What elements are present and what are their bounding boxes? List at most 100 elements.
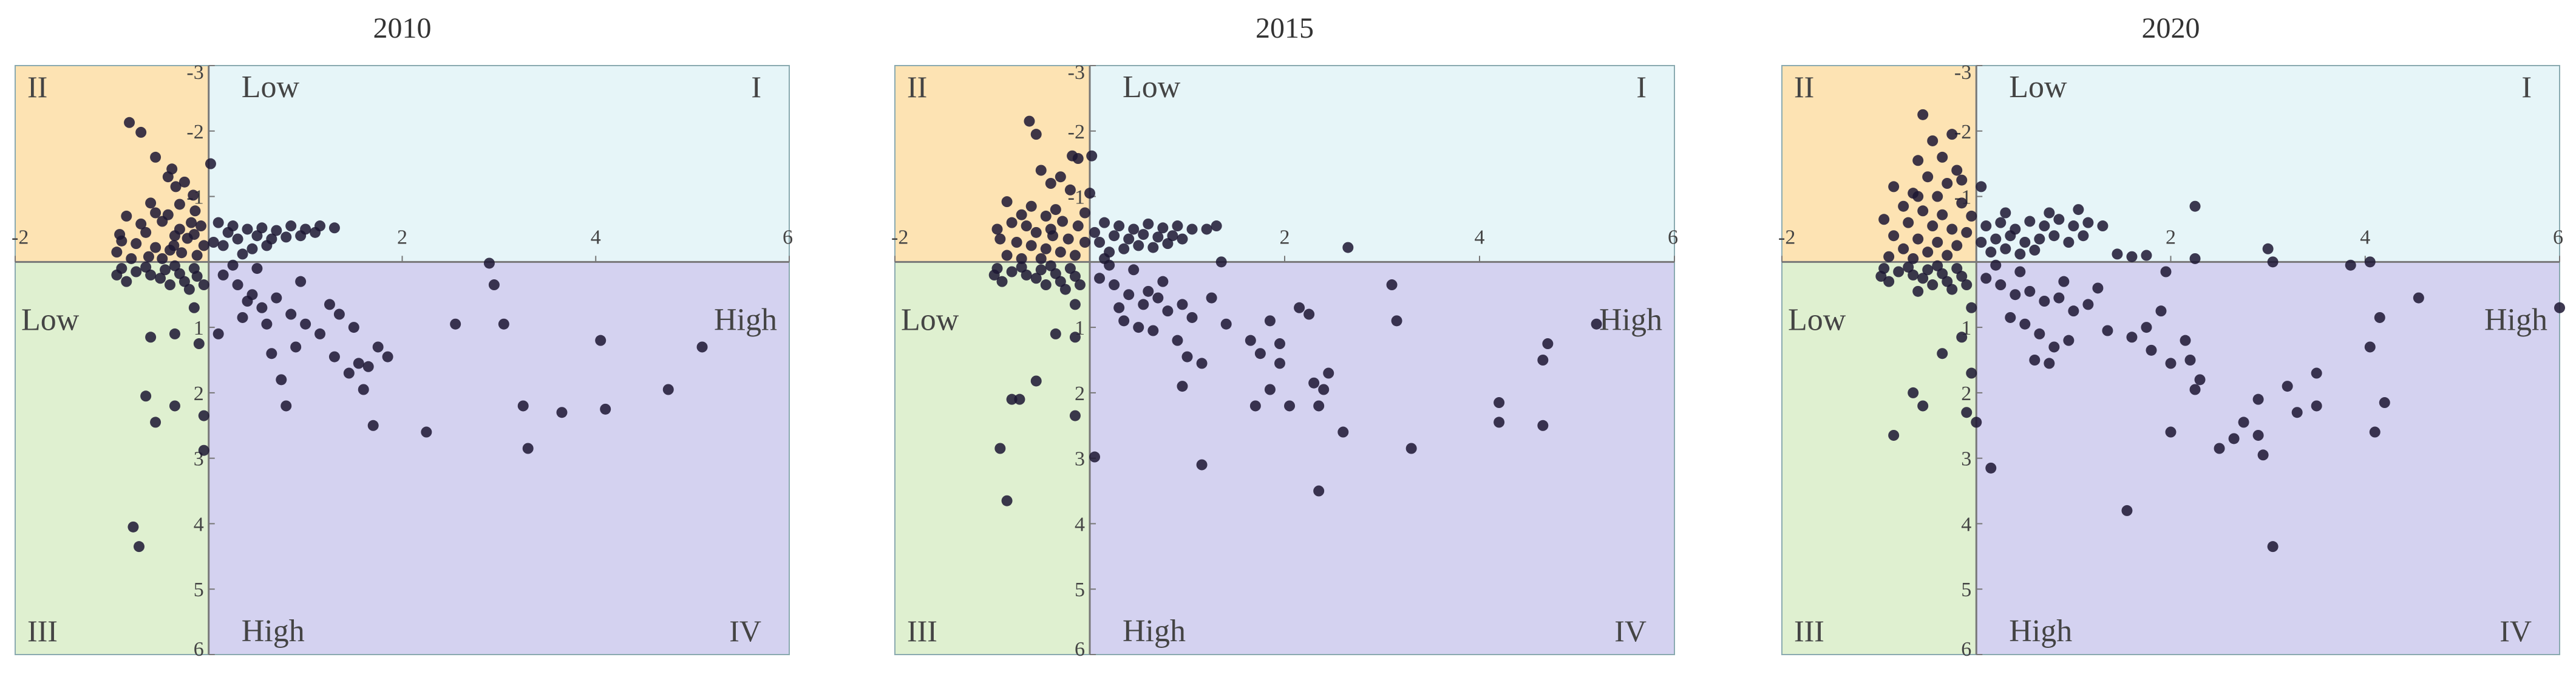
data-point — [1113, 220, 1125, 232]
data-point — [1274, 358, 1285, 369]
data-point — [1133, 240, 1144, 251]
data-point — [280, 231, 292, 243]
data-point — [353, 358, 364, 369]
region-label-left: Low — [1788, 302, 1846, 337]
data-point — [1883, 276, 1895, 287]
data-point — [145, 197, 157, 209]
data-point — [1059, 284, 1071, 295]
data-point — [1932, 191, 1943, 202]
data-point — [1937, 151, 1948, 163]
data-point — [2082, 217, 2094, 228]
chart-title: 2020 — [2142, 12, 2200, 44]
data-point — [134, 541, 144, 553]
data-point — [1980, 220, 1992, 232]
data-point — [1055, 276, 1066, 287]
y-tick-label: -2 — [1068, 121, 1085, 143]
data-point — [991, 223, 1003, 235]
data-point — [2039, 296, 2050, 307]
data-point — [348, 322, 359, 333]
data-point — [1391, 315, 1402, 327]
data-point — [1951, 165, 1963, 176]
data-point — [1591, 318, 1602, 330]
data-point — [150, 207, 161, 219]
data-point — [1264, 384, 1276, 395]
data-point — [1942, 250, 1953, 261]
data-point — [1990, 259, 2002, 271]
data-point — [1937, 268, 1948, 279]
data-point — [155, 273, 166, 284]
data-point — [212, 217, 224, 228]
x-tick-label: -2 — [12, 226, 29, 248]
data-point — [362, 361, 374, 372]
data-point — [1264, 315, 1276, 327]
data-point — [1109, 279, 1120, 291]
data-point — [328, 222, 340, 234]
data-point — [1177, 233, 1188, 245]
data-point — [1079, 237, 1090, 248]
data-point — [1001, 495, 1013, 506]
data-point — [1211, 220, 1222, 232]
data-point — [1966, 302, 1977, 313]
data-point — [2267, 541, 2279, 553]
data-point — [1215, 256, 1227, 268]
data-point — [1932, 237, 1943, 248]
data-point — [1537, 420, 1549, 431]
data-point — [174, 268, 185, 279]
data-point — [1942, 276, 1953, 287]
data-point — [232, 279, 243, 291]
data-point — [1898, 200, 1909, 212]
data-point — [189, 205, 201, 217]
data-point — [1908, 387, 1919, 398]
data-point — [2252, 393, 2264, 405]
region-label-top: Low — [1123, 70, 1181, 104]
data-point — [165, 279, 175, 291]
x-tick-label: 6 — [2553, 226, 2563, 248]
data-point — [1917, 400, 1929, 412]
data-point — [1922, 171, 1934, 183]
data-point — [1162, 305, 1174, 317]
data-point — [333, 308, 345, 320]
data-point — [285, 308, 297, 320]
data-point — [2024, 285, 2036, 297]
data-point — [2364, 256, 2376, 268]
data-point — [2019, 237, 2031, 248]
data-point — [600, 403, 611, 415]
data-point — [246, 243, 258, 254]
data-point — [1313, 485, 1325, 497]
data-point — [1104, 259, 1115, 271]
data-point — [1912, 285, 1924, 297]
data-point — [2189, 200, 2201, 212]
data-point — [372, 341, 384, 353]
y-tick-label: 3 — [1075, 448, 1085, 471]
data-point — [1196, 459, 1208, 471]
data-point — [1025, 240, 1037, 251]
data-point — [1099, 217, 1110, 228]
data-point — [2228, 433, 2240, 444]
data-point — [135, 218, 147, 230]
data-point — [135, 126, 147, 138]
data-point — [208, 237, 219, 248]
region-label-bottom: High — [2009, 614, 2072, 648]
data-point — [183, 284, 195, 295]
data-point — [2238, 417, 2249, 428]
data-point — [2082, 299, 2094, 310]
data-point — [276, 374, 287, 386]
data-point — [290, 341, 302, 353]
data-point — [1138, 229, 1149, 240]
data-point — [162, 209, 174, 220]
y-tick-label: -2 — [1954, 121, 1971, 143]
data-point — [2160, 266, 2172, 277]
data-point — [2048, 341, 2060, 353]
data-point — [450, 318, 461, 330]
data-point — [1006, 393, 1018, 405]
data-point — [1908, 269, 1919, 281]
data-point — [1021, 220, 1032, 232]
data-point — [2063, 237, 2075, 248]
data-point — [1893, 266, 1905, 277]
data-point — [198, 240, 209, 251]
data-point — [1045, 260, 1056, 271]
data-point — [2126, 251, 2138, 262]
data-point — [2053, 214, 2065, 225]
data-point — [1318, 384, 1330, 395]
y-tick-label: 6 — [194, 638, 204, 661]
